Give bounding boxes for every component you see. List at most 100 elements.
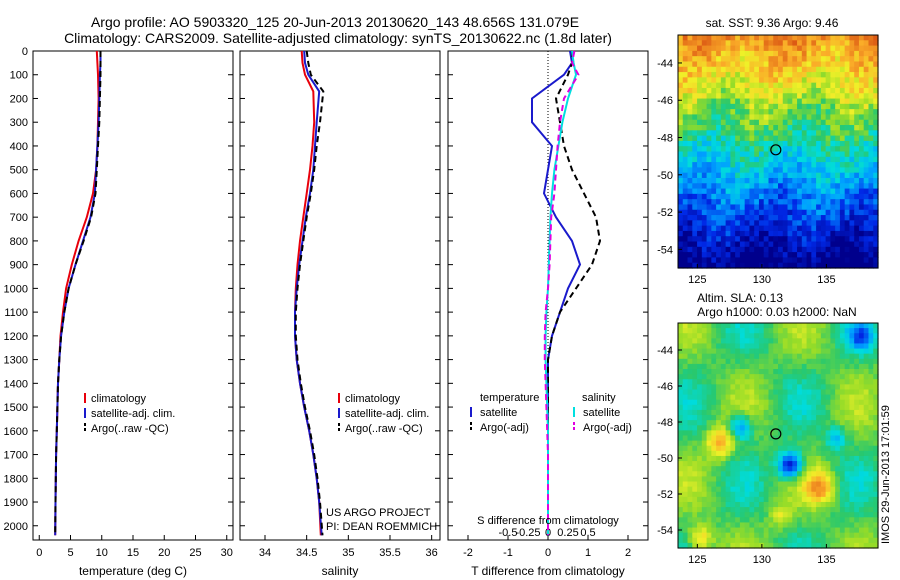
map-cell — [701, 338, 708, 345]
map-cell — [806, 537, 812, 544]
map-cell — [744, 466, 751, 472]
map-cell — [797, 114, 803, 121]
map-cell — [749, 45, 755, 52]
map-y-tick-label: -54 — [657, 244, 673, 256]
map-cell — [744, 262, 751, 269]
map-cell — [797, 35, 803, 41]
map-cell — [735, 348, 741, 355]
x-tick-label: 34 — [259, 547, 271, 559]
map-cell — [701, 252, 708, 259]
map-cell — [773, 481, 779, 488]
map-cell — [839, 98, 846, 105]
map-cell — [758, 50, 765, 57]
map-cell — [858, 109, 865, 116]
map-cell — [739, 215, 746, 221]
map-cell — [778, 481, 784, 488]
map-cell — [754, 167, 760, 174]
map-cell — [854, 522, 860, 529]
map-cell — [825, 353, 831, 360]
map-cell — [706, 527, 712, 534]
map-cell — [682, 56, 689, 63]
map-cell — [678, 114, 684, 121]
map-cell — [868, 415, 874, 421]
map-cell — [782, 177, 789, 184]
map-cell — [749, 486, 755, 493]
map-cell — [725, 236, 731, 243]
map-cell — [839, 338, 846, 345]
map-cell — [754, 98, 760, 105]
map-cell — [758, 496, 765, 503]
annotation-project: US ARGO PROJECT — [326, 507, 431, 519]
map-cell — [868, 501, 874, 508]
map-cell — [801, 109, 808, 116]
map-cell — [825, 61, 831, 68]
map-cell — [830, 445, 836, 452]
map-cell — [730, 425, 736, 431]
map-cell — [768, 496, 774, 503]
map-cell — [835, 471, 841, 478]
map-cell — [868, 56, 874, 63]
map-cell — [754, 66, 760, 73]
map-cell — [711, 425, 717, 431]
map-cell — [873, 109, 879, 116]
map-cell — [873, 45, 879, 52]
map-cell — [782, 56, 789, 63]
map-cell — [806, 435, 812, 442]
map-cell — [811, 188, 817, 195]
map-cell — [711, 183, 717, 190]
map-cell — [692, 77, 698, 84]
map-cell — [854, 246, 860, 253]
map-cell — [873, 188, 879, 195]
map-cell — [858, 358, 865, 365]
map-cell — [697, 394, 703, 401]
map-cell — [692, 409, 698, 416]
map-cell — [744, 215, 751, 221]
map-cell — [678, 348, 684, 355]
map-cell — [716, 199, 722, 206]
map-cell — [682, 72, 689, 78]
map-cell — [835, 450, 841, 457]
map-cell — [839, 455, 846, 462]
map-cell — [825, 415, 831, 421]
map-cell — [744, 440, 751, 447]
map-cell — [873, 471, 879, 478]
map-cell — [711, 50, 717, 57]
map-cell — [773, 542, 779, 549]
map-cell — [782, 35, 789, 41]
map-cell — [820, 425, 827, 431]
map-cell — [720, 471, 727, 478]
map-cell — [806, 151, 812, 158]
map-cell — [839, 333, 846, 339]
map-cell — [692, 338, 698, 345]
map-cell — [801, 220, 808, 227]
map-cell — [873, 440, 879, 447]
map-cell — [844, 146, 851, 153]
map-cell — [782, 333, 789, 339]
map-cell — [839, 125, 846, 131]
map-cell — [835, 209, 841, 216]
map-cell — [735, 241, 741, 248]
map-cell — [744, 109, 751, 116]
map-cell — [744, 486, 751, 493]
map-cell — [778, 193, 784, 200]
map-cell — [787, 507, 793, 513]
map-cell — [801, 501, 808, 508]
map-cell — [844, 241, 851, 248]
map-cell — [868, 82, 874, 89]
map-cell — [792, 130, 798, 137]
map-cell — [816, 193, 822, 200]
map-cell — [682, 130, 689, 137]
map-cell — [792, 527, 798, 534]
map-cell — [849, 125, 855, 131]
map-cell — [739, 125, 746, 131]
map-cell — [801, 135, 808, 142]
legend-item: Argo(..raw -QC) — [91, 423, 169, 435]
map-cell — [820, 72, 827, 78]
map-cell — [787, 241, 793, 248]
map-cell — [682, 512, 689, 518]
map-cell — [868, 225, 874, 232]
map-cell — [811, 537, 817, 544]
map-cell — [801, 532, 808, 539]
map-cell — [782, 455, 789, 462]
map-cell — [716, 435, 722, 442]
